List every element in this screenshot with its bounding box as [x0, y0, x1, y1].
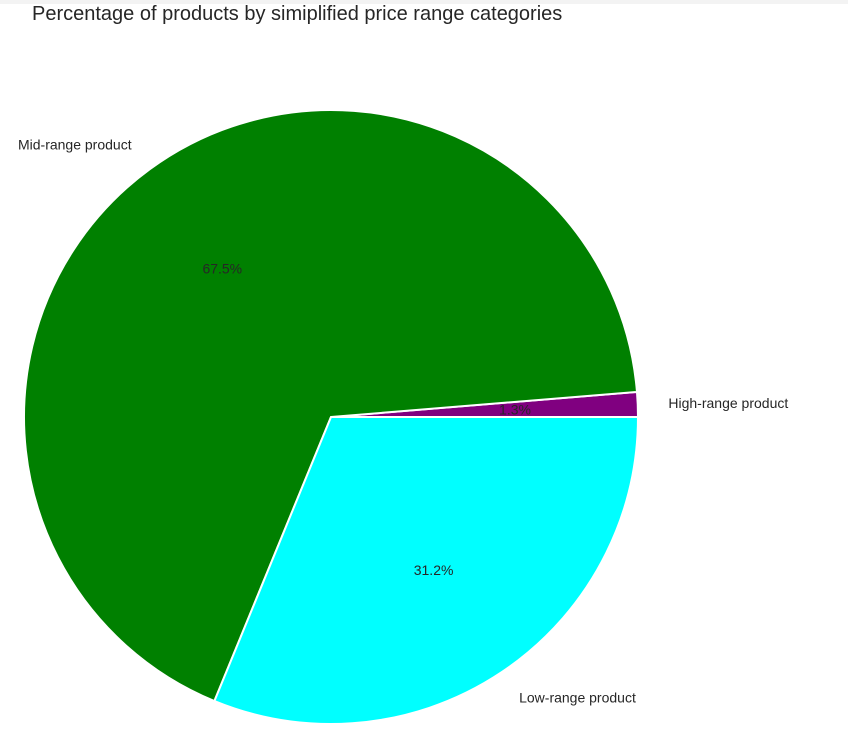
pie-slice-mid-range-product: [23, 109, 638, 702]
chart-title: Percentage of products by simiplified pr…: [32, 3, 563, 25]
labels-layer: High-range product 1.3% Mid-range product 6…: [18, 136, 788, 705]
slice-label-low-range-product: Low-range product: [519, 690, 636, 706]
pct-label-low-range-product: 31.2%: [414, 562, 454, 578]
slice-label-mid-range-product: Mid-range product: [18, 136, 132, 152]
pct-label-high-range-product: 1.3%: [499, 402, 531, 418]
slice-label-high-range-product: High-range product: [668, 395, 788, 411]
top-edge-strip: [0, 0, 848, 4]
slices-layer: [23, 109, 640, 725]
pie-slice-low-range-product: [213, 416, 639, 725]
pct-label-mid-range-product: 67.5%: [202, 260, 242, 276]
